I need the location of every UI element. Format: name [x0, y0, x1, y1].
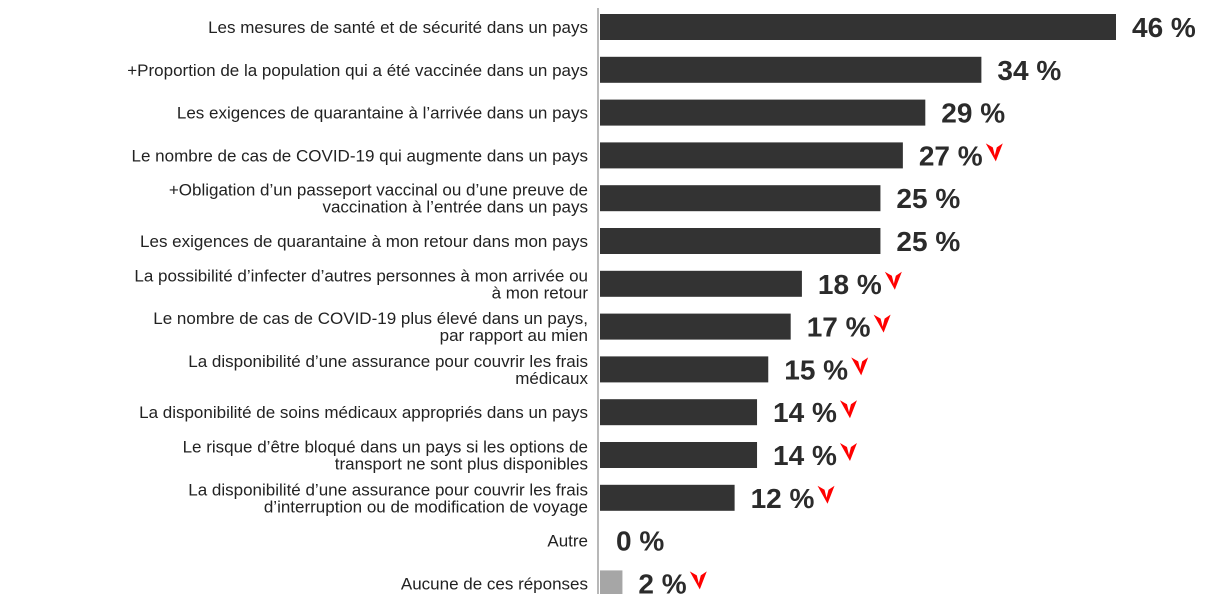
label-line: médicaux	[515, 369, 588, 388]
category-label: Autre	[547, 532, 588, 551]
label-line: vaccination à l’entrée dans un pays	[322, 198, 588, 217]
value-label: 0 %	[616, 526, 664, 557]
label-line: à mon retour	[492, 283, 589, 302]
bar	[600, 185, 881, 212]
bar	[600, 356, 769, 383]
bar	[600, 14, 1116, 40]
value-label: 14 %	[773, 397, 837, 428]
value-label: 17 %	[807, 312, 871, 343]
decrease-arrow	[884, 271, 902, 290]
label-line: +Proportion de la population qui a été v…	[127, 61, 588, 80]
category-label: La possibilité d’infecter d’autres perso…	[134, 266, 588, 302]
decrease-arrow	[817, 485, 835, 504]
category-label: Les exigences de quarantaine à l’arrivée…	[177, 104, 588, 123]
decrease-arrow	[873, 314, 891, 333]
label-line: La disponibilité d’une assurance pour co…	[188, 480, 588, 499]
category-label: Les exigences de quarantaine à mon retou…	[140, 232, 588, 251]
label-line: Autre	[547, 532, 588, 551]
label-line: Les exigences de quarantaine à mon retou…	[140, 232, 588, 251]
decrease-arrow	[985, 143, 1003, 162]
value-label: 18 %	[818, 269, 882, 300]
decrease-arrow	[851, 357, 869, 376]
label-line: La disponibilité d’une assurance pour co…	[188, 352, 588, 371]
value-label: 2 %	[638, 568, 686, 594]
label-line: La disponibilité de soins médicaux appro…	[139, 403, 588, 422]
decrease-arrow	[839, 443, 857, 461]
label-line: transport ne sont plus disponibles	[335, 455, 588, 474]
value-label: 15 %	[784, 354, 848, 385]
bar	[600, 142, 903, 169]
decrease-arrow	[689, 571, 707, 590]
value-label: 25 %	[896, 226, 960, 257]
label-line: par rapport au mien	[440, 326, 588, 345]
category-label: Aucune de ces réponses	[401, 574, 588, 593]
category-label: +Proportion de la population qui a été v…	[127, 61, 588, 80]
value-label: 46 %	[1132, 12, 1196, 43]
value-label: 29 %	[941, 98, 1005, 129]
label-line: +Obligation d’un passeport vaccinal ou d…	[169, 181, 588, 200]
label-line: Le nombre de cas de COVID-19 plus élevé …	[153, 309, 588, 328]
label-line: Les exigences de quarantaine à l’arrivée…	[177, 104, 588, 123]
bar	[600, 99, 926, 126]
bar	[600, 570, 623, 594]
bar	[600, 56, 982, 83]
label-line: La possibilité d’infecter d’autres perso…	[134, 266, 588, 285]
bar	[600, 399, 758, 426]
label-line: Les mesures de santé et de sécurité dans…	[208, 18, 588, 37]
value-label: 14 %	[773, 440, 837, 471]
value-label: 25 %	[896, 183, 960, 214]
label-line: Aucune de ces réponses	[401, 574, 588, 593]
bar	[600, 228, 881, 254]
category-label: La disponibilité d’une assurance pour co…	[188, 480, 588, 516]
category-label: Le risque d’être bloqué dans un pays si …	[183, 438, 588, 474]
category-label: Le nombre de cas de COVID-19 qui augment…	[132, 146, 588, 165]
bar	[600, 313, 791, 340]
value-label: 27 %	[919, 140, 983, 171]
category-label: La disponibilité d’une assurance pour co…	[188, 352, 588, 388]
category-label: La disponibilité de soins médicaux appro…	[139, 403, 588, 422]
category-label: +Obligation d’un passeport vaccinal ou d…	[169, 181, 588, 217]
value-label: 34 %	[997, 55, 1061, 86]
label-line: Le risque d’être bloqué dans un pays si …	[183, 438, 588, 457]
bar	[600, 442, 758, 468]
value-label: 12 %	[751, 483, 815, 514]
category-label: Le nombre de cas de COVID-19 plus élevé …	[153, 309, 588, 345]
category-label: Les mesures de santé et de sécurité dans…	[208, 18, 588, 37]
decrease-arrow	[839, 400, 857, 419]
bar	[600, 270, 802, 297]
label-line: d’interruption ou de modification de voy…	[264, 497, 588, 516]
bar	[600, 484, 735, 511]
label-line: Le nombre de cas de COVID-19 qui augment…	[132, 146, 588, 165]
